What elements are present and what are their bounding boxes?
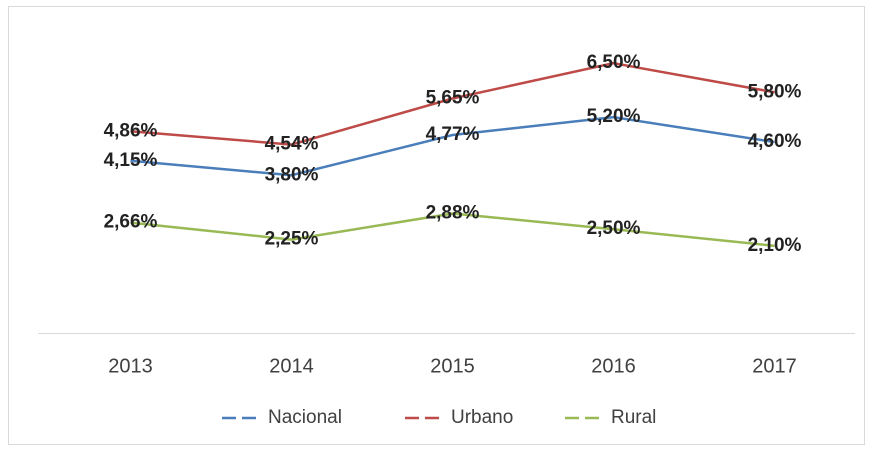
legend-label: Urbano bbox=[451, 407, 513, 428]
data-label: 5,20% bbox=[587, 106, 641, 127]
data-label: 6,50% bbox=[587, 52, 641, 73]
data-label: 2,25% bbox=[265, 229, 319, 250]
series-line bbox=[130, 61, 775, 146]
series-line bbox=[130, 212, 775, 248]
data-label: 2,50% bbox=[587, 218, 641, 239]
x-tick-label: 2014 bbox=[269, 355, 314, 377]
x-tick-label: 2017 bbox=[752, 355, 797, 377]
data-label: 5,65% bbox=[426, 88, 480, 109]
x-tick-label: 2016 bbox=[591, 355, 636, 377]
data-label: 2,66% bbox=[104, 212, 158, 233]
data-label: 4,86% bbox=[104, 120, 158, 141]
data-label: 2,10% bbox=[748, 235, 802, 256]
data-label: 4,60% bbox=[748, 131, 802, 152]
data-label: 4,54% bbox=[265, 134, 319, 155]
legend-label: Nacional bbox=[268, 407, 342, 428]
x-tick-label: 2015 bbox=[430, 355, 475, 377]
data-label: 5,80% bbox=[748, 81, 802, 102]
data-label: 3,80% bbox=[265, 164, 319, 185]
data-label: 4,77% bbox=[426, 124, 480, 145]
x-tick-label: 2013 bbox=[108, 355, 153, 377]
legend-label: Rural bbox=[611, 407, 656, 428]
data-label: 4,15% bbox=[104, 150, 158, 171]
series-line bbox=[130, 115, 775, 177]
data-label: 2,88% bbox=[426, 202, 480, 223]
